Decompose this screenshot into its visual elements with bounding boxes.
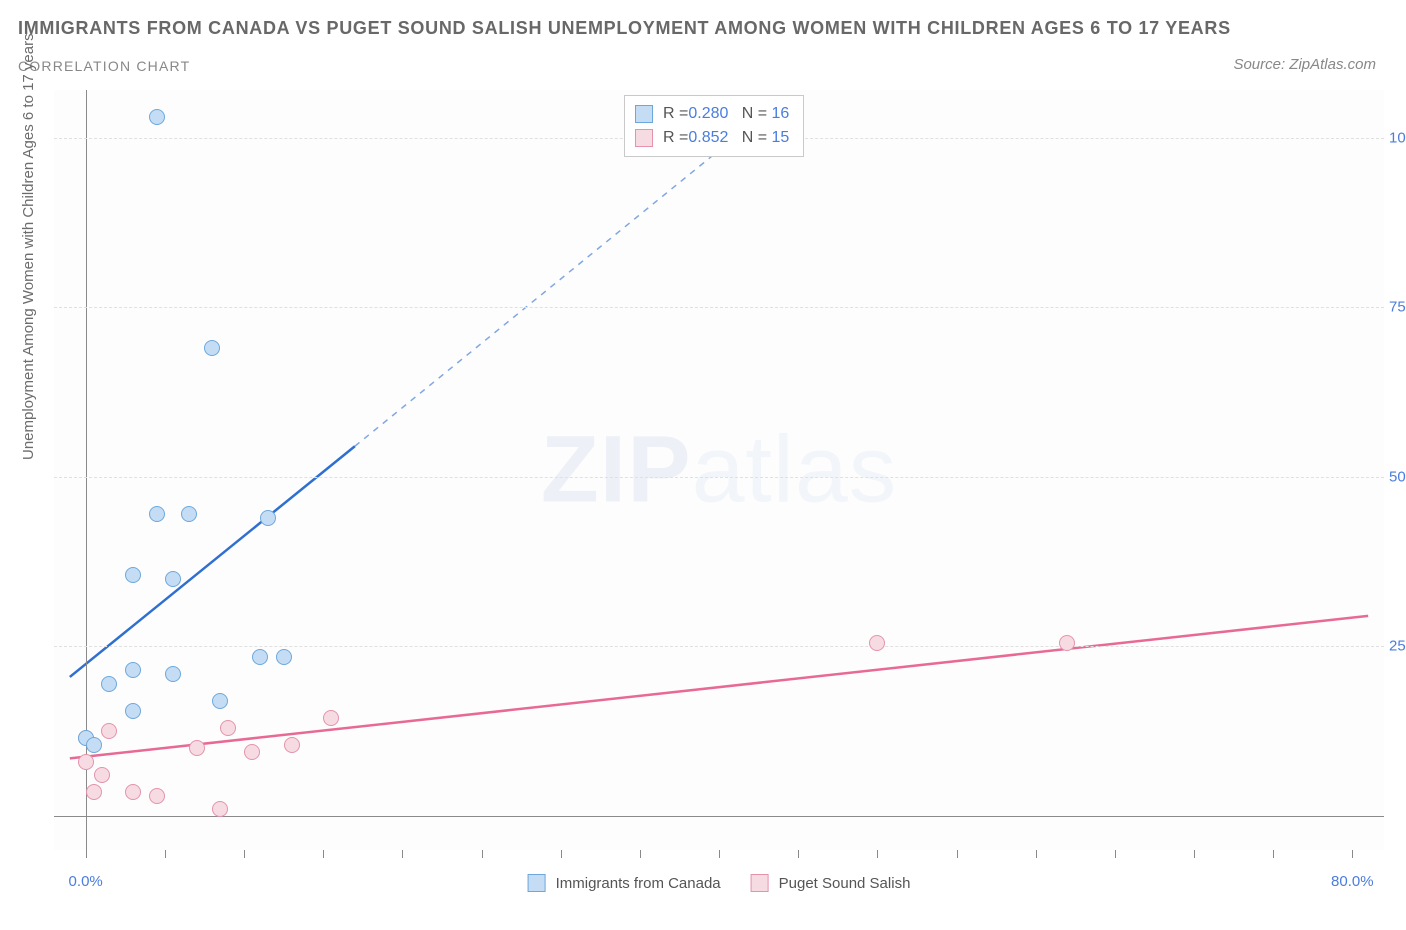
data-point xyxy=(869,635,885,651)
x-tick xyxy=(1036,850,1037,858)
data-point xyxy=(181,506,197,522)
scatter-plot-area: ZIPatlas 25.0%50.0%75.0%100.0%0.0%80.0%R… xyxy=(54,90,1384,850)
trend-line xyxy=(70,616,1368,759)
x-tick-label: 0.0% xyxy=(69,873,103,890)
data-point xyxy=(244,744,260,760)
chart-subtitle: CORRELATION CHART xyxy=(18,58,190,74)
trend-lines-layer xyxy=(54,90,1384,850)
legend-item: Immigrants from Canada xyxy=(528,874,721,892)
watermark-light: atlas xyxy=(692,417,898,523)
gridline xyxy=(54,646,1384,647)
data-point xyxy=(252,649,268,665)
x-tick xyxy=(957,850,958,858)
y-tick-label: 100.0% xyxy=(1389,129,1406,146)
data-point xyxy=(149,788,165,804)
data-point xyxy=(165,666,181,682)
x-axis xyxy=(54,816,1384,817)
x-tick xyxy=(482,850,483,858)
legend-swatch xyxy=(751,874,769,892)
data-point xyxy=(284,737,300,753)
watermark-bold: ZIP xyxy=(541,417,692,523)
data-point xyxy=(149,506,165,522)
data-point xyxy=(86,737,102,753)
x-tick xyxy=(323,850,324,858)
gridline xyxy=(54,477,1384,478)
legend-swatch xyxy=(635,129,653,147)
y-axis-label: Unemployment Among Women with Children A… xyxy=(20,33,37,460)
legend-label: Immigrants from Canada xyxy=(556,875,721,892)
data-point xyxy=(212,693,228,709)
data-point xyxy=(276,649,292,665)
x-tick xyxy=(1352,850,1353,858)
data-point xyxy=(323,710,339,726)
x-tick xyxy=(1273,850,1274,858)
data-point xyxy=(149,109,165,125)
legend-label: Puget Sound Salish xyxy=(779,875,911,892)
data-point xyxy=(212,801,228,817)
data-point xyxy=(204,340,220,356)
x-tick-label: 80.0% xyxy=(1331,873,1374,890)
data-point xyxy=(260,510,276,526)
x-tick xyxy=(877,850,878,858)
x-tick xyxy=(402,850,403,858)
data-point xyxy=(125,784,141,800)
trend-line-dashed xyxy=(355,138,735,447)
y-tick-label: 25.0% xyxy=(1389,638,1406,655)
x-tick xyxy=(1194,850,1195,858)
data-point xyxy=(1059,635,1075,651)
data-point xyxy=(78,754,94,770)
legend-item: Puget Sound Salish xyxy=(751,874,911,892)
stats-row: R = 0.852 N = 15 xyxy=(635,126,789,150)
watermark: ZIPatlas xyxy=(541,416,897,525)
data-point xyxy=(220,720,236,736)
data-point xyxy=(86,784,102,800)
source-attribution: Source: ZipAtlas.com xyxy=(1233,56,1376,73)
data-point xyxy=(94,767,110,783)
legend-swatch xyxy=(528,874,546,892)
data-point xyxy=(165,571,181,587)
y-tick-label: 50.0% xyxy=(1389,468,1406,485)
correlation-stats-box: R = 0.280 N = 16R = 0.852 N = 15 xyxy=(624,95,804,157)
x-tick xyxy=(561,850,562,858)
series-legend: Immigrants from Canada Puget Sound Salish xyxy=(528,874,911,892)
x-tick xyxy=(244,850,245,858)
x-tick xyxy=(640,850,641,858)
trend-line xyxy=(70,446,355,677)
data-point xyxy=(189,740,205,756)
stats-row: R = 0.280 N = 16 xyxy=(635,102,789,126)
legend-swatch xyxy=(635,105,653,123)
x-tick xyxy=(165,850,166,858)
x-tick xyxy=(86,850,87,858)
data-point xyxy=(125,567,141,583)
chart-title: IMMIGRANTS FROM CANADA VS PUGET SOUND SA… xyxy=(18,18,1231,39)
data-point xyxy=(125,703,141,719)
x-tick xyxy=(719,850,720,858)
gridline xyxy=(54,307,1384,308)
data-point xyxy=(101,723,117,739)
data-point xyxy=(101,676,117,692)
x-tick xyxy=(1115,850,1116,858)
data-point xyxy=(125,662,141,678)
y-tick-label: 75.0% xyxy=(1389,299,1406,316)
x-tick xyxy=(798,850,799,858)
